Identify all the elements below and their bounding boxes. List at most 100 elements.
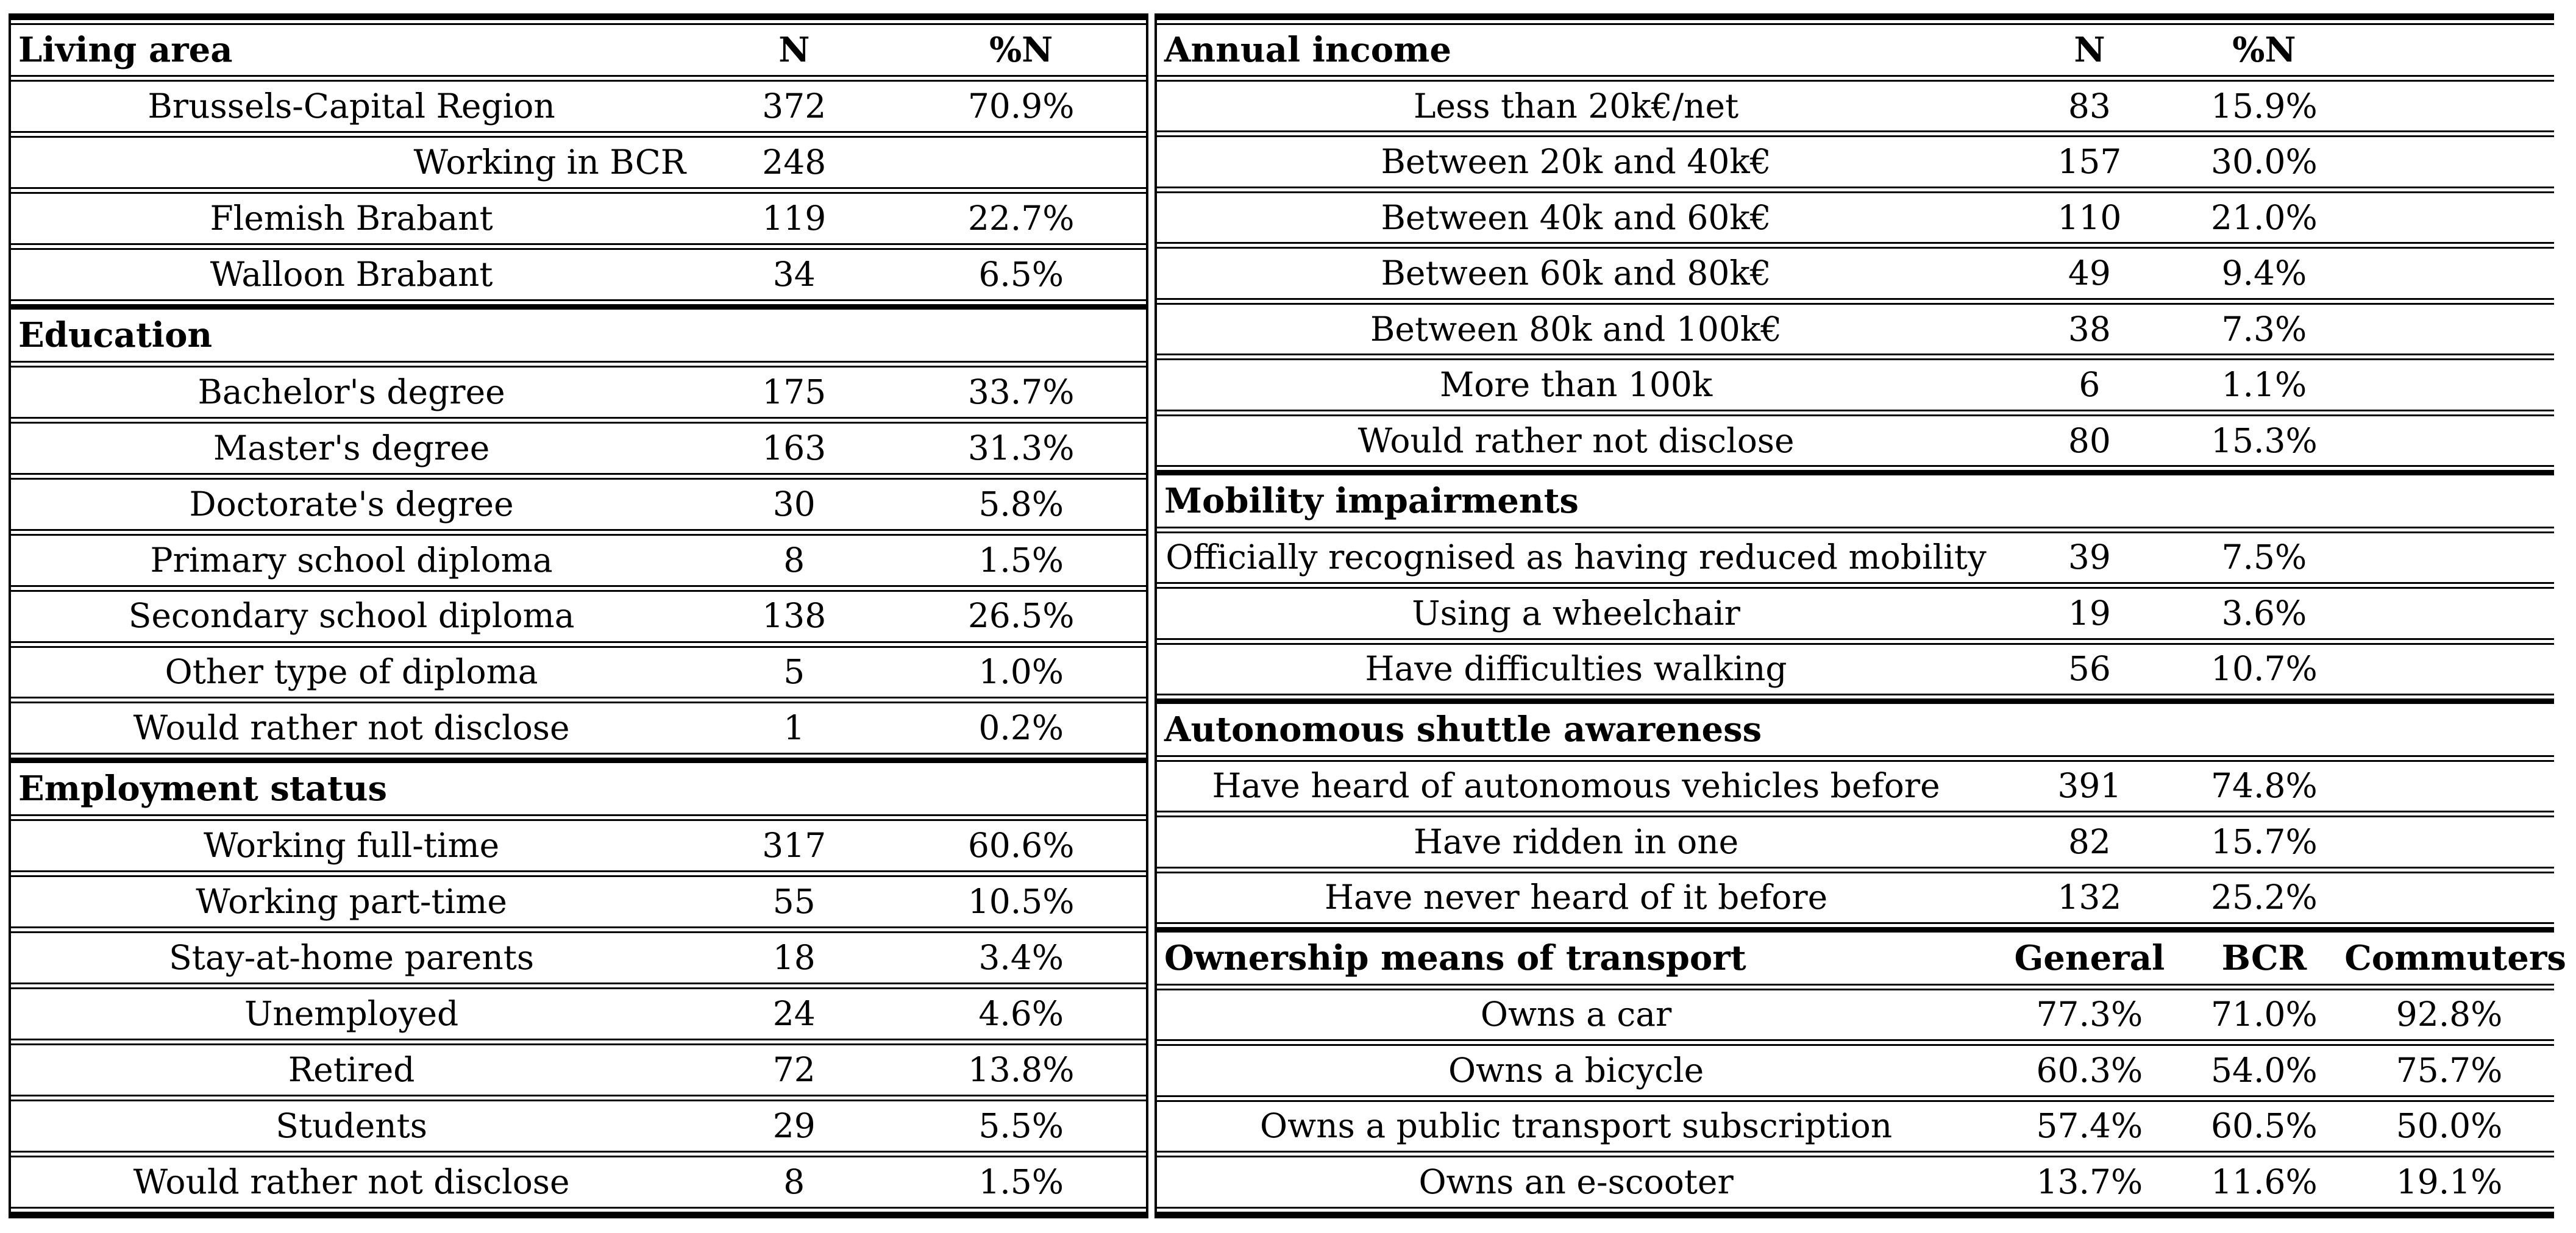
- empty-cell: [2344, 358, 2554, 411]
- table-row: Stay-at-home parents 18 3.4%: [11, 931, 1146, 985]
- row-label: Would rather not disclose: [1157, 414, 1996, 467]
- row-label: Have difficulties walking: [1157, 642, 1996, 696]
- cell-value: 10.7%: [2183, 642, 2345, 696]
- cell-value: 60.6%: [896, 819, 1146, 873]
- cell-value: 83: [1995, 79, 2184, 133]
- empty-cell: [2183, 470, 2345, 528]
- cell-value: 72: [692, 1043, 897, 1096]
- row-label: Owns a public transport subscription: [1157, 1100, 1996, 1153]
- row-label: Primary school diploma: [11, 533, 692, 587]
- demographics-table-left: Living area N %N Brussels-Capital Region 372…: [9, 13, 1148, 1218]
- cell-value: 8: [692, 533, 897, 587]
- cell-value: 34: [692, 248, 897, 302]
- cell-value: 163: [692, 421, 897, 475]
- cell-value: 175: [692, 365, 897, 419]
- cell-value: 82: [1995, 815, 2184, 869]
- row-label: Working full-time: [11, 819, 692, 873]
- table-row: Would rather not disclose 1 0.2%: [11, 702, 1146, 755]
- cell-value: 71.0%: [2183, 988, 2345, 1042]
- cell-value: 157: [1995, 135, 2184, 188]
- section-header: Living area: [11, 23, 692, 77]
- table-row: Officially recognised as having reduced …: [1157, 531, 2554, 585]
- row-label: Owns a car: [1157, 988, 1996, 1042]
- table-row: More than 100k 6 1.1%: [1157, 358, 2554, 411]
- section-header: Mobility impairments: [1157, 470, 1996, 528]
- section-header-row: Education: [11, 304, 1146, 363]
- cell-value: 19: [1995, 587, 2184, 640]
- table-row: Between 20k and 40k€ 157 30.0%: [1157, 135, 2554, 188]
- table-row: Less than 20k€/net 83 15.9%: [1157, 79, 2554, 133]
- row-label: Using a wheelchair: [1157, 587, 1996, 640]
- table-row: Brussels-Capital Region 372 70.9%: [11, 80, 1146, 133]
- section-header: Autonomous shuttle awareness: [1157, 698, 1996, 757]
- cell-value: 119: [692, 192, 897, 246]
- table-row: Doctorate's degree 30 5.8%: [11, 477, 1146, 531]
- cell-value: 15.9%: [2183, 79, 2345, 133]
- column-header: Commuters: [2344, 927, 2566, 986]
- cell-value: 19.1%: [2344, 1156, 2554, 1209]
- row-label: Between 80k and 100k€: [1157, 302, 1996, 356]
- empty-cell: [2344, 759, 2554, 813]
- cell-value: 29: [692, 1099, 897, 1153]
- section-header-row: Mobility impairments: [1157, 470, 2554, 528]
- left-table-body: Living area N %N Brussels-Capital Region 372…: [11, 23, 1146, 1209]
- row-label: Less than 20k€/net: [1157, 79, 1996, 133]
- cell-value: 15.7%: [2183, 815, 2345, 869]
- column-header: BCR: [2183, 927, 2345, 986]
- table-row: Using a wheelchair 19 3.6%: [1157, 587, 2554, 640]
- empty-cell: [2344, 698, 2554, 757]
- table-row: Would rather not disclose 8 1.5%: [11, 1155, 1146, 1209]
- cell-value: 49: [1995, 247, 2184, 300]
- cell-value: 1: [692, 702, 897, 755]
- row-label: Walloon Brabant: [11, 248, 692, 302]
- table-row: Flemish Brabant 119 22.7%: [11, 192, 1146, 246]
- column-header: N: [692, 23, 897, 77]
- cell-value: 7.5%: [2183, 531, 2345, 585]
- empty-cell: [2344, 191, 2554, 244]
- row-label: Would rather not disclose: [11, 702, 692, 755]
- cell-value: 372: [692, 80, 897, 133]
- empty-cell: [1995, 698, 2184, 757]
- column-header: General: [1995, 927, 2184, 986]
- row-label: Owns a bicycle: [1157, 1044, 1996, 1097]
- cell-value: 39: [1995, 531, 2184, 585]
- table-row: Retired 72 13.8%: [11, 1043, 1146, 1096]
- cell-value: 248: [692, 136, 897, 190]
- table-row: Unemployed 24 4.6%: [11, 987, 1146, 1040]
- cell-value: 30.0%: [2183, 135, 2345, 188]
- table-row: Working in BCR 248: [11, 136, 1146, 190]
- cell-value: 26.5%: [896, 589, 1146, 643]
- cell-value: 4.6%: [896, 987, 1146, 1040]
- table-row: Would rather not disclose 80 15.3%: [1157, 414, 2554, 467]
- row-label: Other type of diploma: [11, 645, 692, 699]
- row-label: Stay-at-home parents: [11, 931, 692, 985]
- empty-cell: [2344, 414, 2554, 467]
- cell-value: 70.9%: [896, 80, 1146, 133]
- table-row: Working full-time 317 60.6%: [11, 819, 1146, 873]
- table-row: Between 60k and 80k€ 49 9.4%: [1157, 247, 2554, 300]
- table-row: Walloon Brabant 34 6.5%: [11, 248, 1146, 302]
- cell-value: 75.7%: [2344, 1044, 2554, 1097]
- table-row: Have heard of autonomous vehicles before…: [1157, 759, 2554, 813]
- empty-cell: [692, 758, 897, 817]
- row-label: Have ridden in one: [1157, 815, 1996, 869]
- section-header-row: Annual income N %N: [1157, 23, 2554, 77]
- cell-value: 13.8%: [896, 1043, 1146, 1096]
- column-header: %N: [896, 23, 1146, 77]
- cell-value: 77.3%: [1995, 988, 2184, 1042]
- empty-cell: [2344, 587, 2554, 640]
- table-row: Secondary school diploma 138 26.5%: [11, 589, 1146, 643]
- table-row: Working part-time 55 10.5%: [11, 875, 1146, 929]
- cell-value: 3.6%: [2183, 587, 2345, 640]
- cell-value: 30: [692, 477, 897, 531]
- cell-value: 5.5%: [896, 1099, 1146, 1153]
- column-header: N: [1995, 23, 2184, 77]
- table-row: Other type of diploma 5 1.0%: [11, 645, 1146, 699]
- cell-value: 22.7%: [896, 192, 1146, 246]
- empty-cell: [2183, 698, 2345, 757]
- empty-cell: [2344, 470, 2554, 528]
- table-row: Master's degree 163 31.3%: [11, 421, 1146, 475]
- column-header: %N: [2183, 23, 2345, 77]
- empty-cell: [1995, 470, 2184, 528]
